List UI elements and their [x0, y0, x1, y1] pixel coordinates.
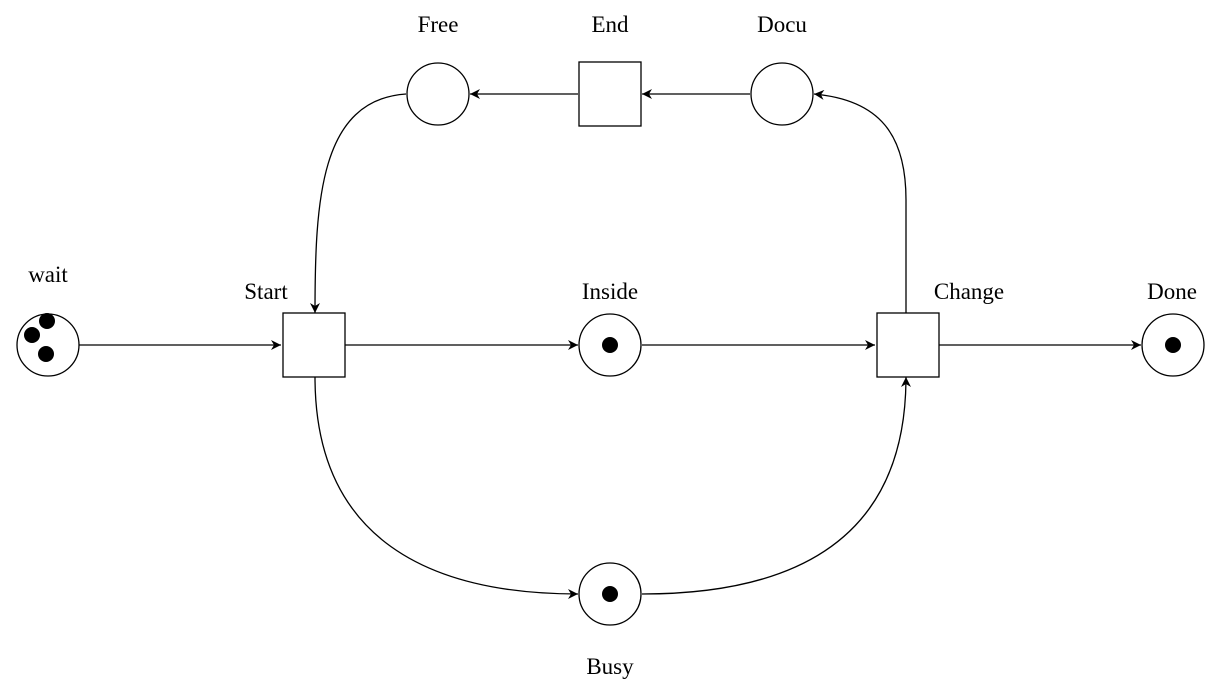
place-label-busy: Busy — [586, 654, 634, 679]
place-free — [406, 62, 470, 126]
arc-busy-to-change — [641, 376, 911, 595]
place-done — [1141, 313, 1205, 377]
token — [24, 327, 40, 343]
arc-change-to-docu — [813, 89, 907, 313]
token — [38, 346, 54, 362]
place-label-done: Done — [1147, 279, 1197, 304]
place-wait — [16, 313, 80, 377]
place-label-inside: Inside — [582, 279, 638, 304]
place-label-docu: Docu — [757, 12, 807, 37]
token — [39, 313, 55, 329]
transition-end — [578, 61, 642, 127]
token — [1165, 337, 1181, 353]
transition-label-change: Change — [934, 279, 1004, 304]
arc-start-to-busy — [314, 376, 579, 599]
transition-start — [282, 312, 346, 378]
token — [602, 586, 618, 602]
token — [602, 337, 618, 353]
transition-label-start: Start — [244, 279, 288, 304]
arc-free-to-start — [310, 93, 407, 314]
place-busy — [578, 562, 642, 626]
place-inside — [578, 313, 642, 377]
transition-label-end: End — [591, 12, 629, 37]
place-docu — [750, 62, 814, 126]
place-label-free: Free — [418, 12, 459, 37]
place-label-wait: wait — [28, 262, 68, 287]
transition-change — [876, 312, 940, 378]
